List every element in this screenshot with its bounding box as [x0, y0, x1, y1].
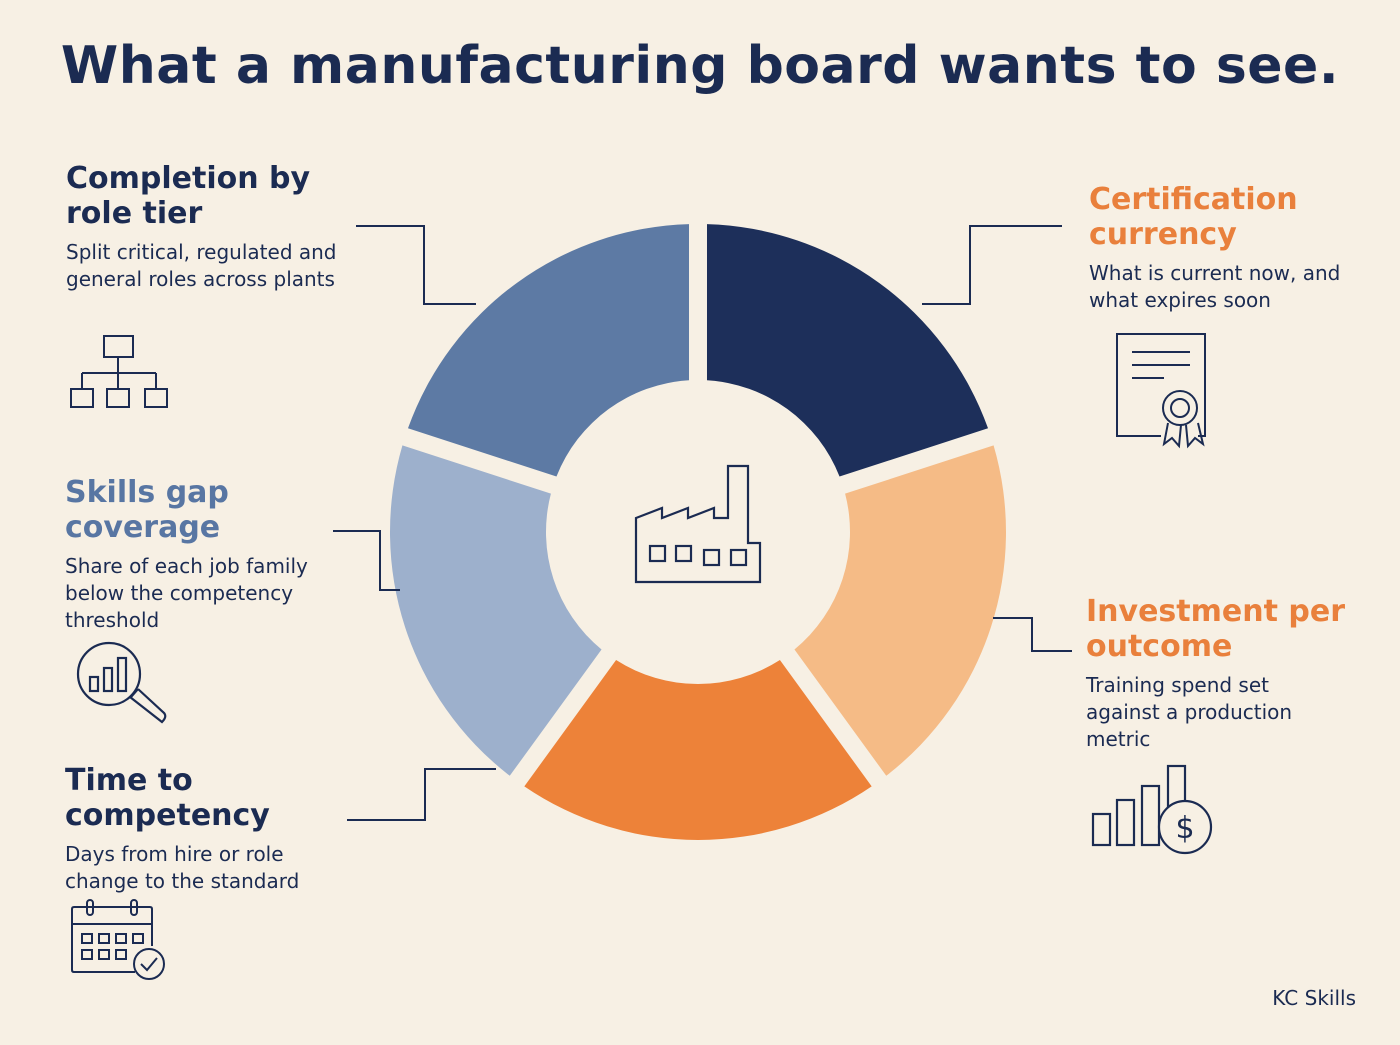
item-time-to-competency: Time to competency Days from hire or rol…	[65, 763, 345, 895]
certificate-icon	[1116, 333, 1206, 449]
item-heading: Investment per outcome	[1086, 594, 1345, 664]
connector-line-skills-gap	[333, 530, 400, 591]
org-chart-icon	[70, 335, 168, 408]
item-description: Days from hire or role change to the sta…	[65, 842, 300, 893]
connector-line-completion	[356, 225, 476, 305]
segment-certification-currency	[794, 445, 1007, 776]
bar-chart-dollar-icon: $	[1091, 764, 1213, 855]
item-description: Training spend set against a production …	[1086, 673, 1293, 751]
item-heading: Skills gap coverage	[65, 475, 229, 545]
item-completion-by-role-tier: Completion by role tier Split critical, …	[66, 161, 356, 293]
segment-investment-per-outcome	[524, 660, 872, 841]
brand-label: KC Skills	[1272, 986, 1356, 1010]
svg-text:$: $	[1175, 811, 1194, 846]
connector-line-certification	[922, 225, 1062, 305]
segment-completion-by-role-tier	[706, 224, 989, 477]
page-title: What a manufacturing board wants to see.	[60, 36, 1340, 96]
segment-skills-gap-coverage	[407, 224, 690, 477]
item-heading: Time to competency	[65, 763, 270, 833]
item-description: Share of each job family below the compe…	[65, 554, 308, 632]
item-investment-per-outcome: Investment per outcome Training spend se…	[1086, 594, 1346, 753]
segment-time-to-competency	[389, 445, 602, 776]
item-certification-currency: Certification currency What is current n…	[1089, 182, 1369, 314]
item-heading: Certification currency	[1089, 182, 1298, 252]
item-description: What is current now, and what expires so…	[1089, 261, 1341, 312]
item-skills-gap-coverage: Skills gap coverage Share of each job fa…	[65, 475, 327, 634]
connector-line-time	[347, 768, 496, 821]
magnifier-chart-icon	[76, 641, 167, 724]
item-heading: Completion by role tier	[66, 161, 311, 231]
factory-icon	[634, 464, 762, 584]
connector-line-investment	[993, 617, 1072, 652]
item-description: Split critical, regulated and general ro…	[66, 240, 337, 291]
calendar-check-icon	[71, 899, 165, 980]
